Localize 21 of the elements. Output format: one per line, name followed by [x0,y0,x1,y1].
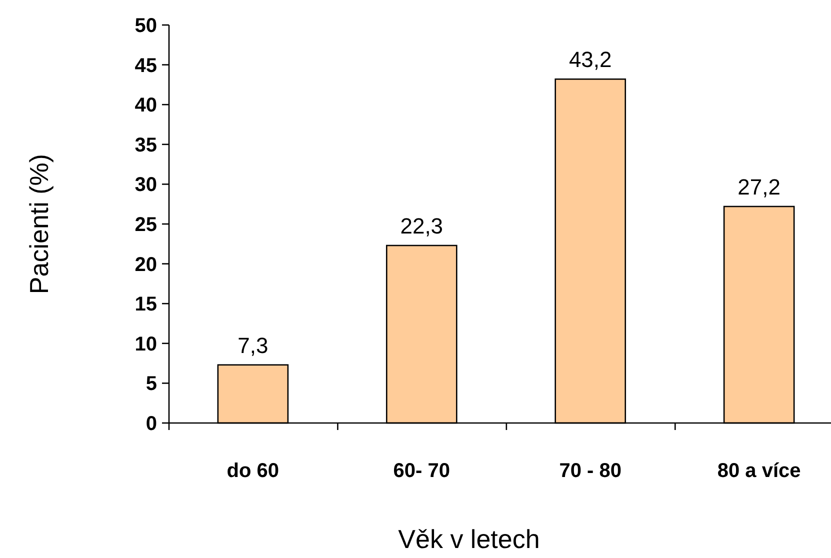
y-tick-label: 45 [134,54,157,77]
x-tick-label: 70 - 80 [559,460,622,482]
y-tick-label: 0 [146,413,157,435]
x-axis-title: Věk v letech [398,524,540,554]
data-label: 7,3 [238,332,268,358]
data-label: 22,3 [400,213,444,238]
y-tick-label: 15 [134,294,157,316]
y-tick-label: 35 [134,134,157,156]
y-axis-title: Pacienti (%) [24,154,54,294]
y-tick-label: 30 [134,174,157,196]
y-tick-label: 10 [134,333,157,356]
x-tick-label: do 60 [226,460,280,482]
x-tick-label: 60- 70 [393,460,450,482]
x-tick-label: 80 a více [717,460,801,482]
y-tick-label: 5 [146,373,157,396]
y-tick-label: 20 [134,254,157,276]
data-label: 27,2 [738,174,780,200]
y-tick-label: 25 [134,214,157,236]
y-tick-label: 40 [134,94,157,117]
y-tick-label: 50 [134,15,157,37]
data-label: 43,2 [568,47,612,72]
